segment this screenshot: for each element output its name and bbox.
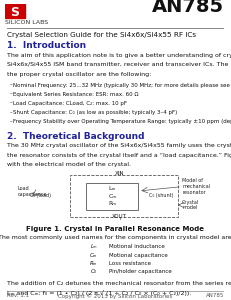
Text: Nominal Frequency: 25...32 MHz (typically 30 MHz; for more details please see se: Nominal Frequency: 25...32 MHz (typicall… xyxy=(13,82,231,88)
Text: C₀: C₀ xyxy=(91,269,97,275)
Text: XOUT: XOUT xyxy=(112,214,127,219)
Text: Copyright © 2013 by Silicon Laboratories: Copyright © 2013 by Silicon Laboratories xyxy=(58,293,173,299)
Text: The addition of C₂ detunes the mechanical resonator from the series resonance fr: The addition of C₂ detunes the mechanica… xyxy=(7,281,231,286)
Text: Cₘ: Cₘ xyxy=(90,253,97,258)
Text: Loss resistance: Loss resistance xyxy=(109,261,151,266)
Text: –: – xyxy=(9,119,12,124)
Text: 1.  Introduction: 1. Introduction xyxy=(7,41,86,50)
Text: Model of
mechanical
resonator: Model of mechanical resonator xyxy=(182,178,210,195)
Text: SILICON LABS: SILICON LABS xyxy=(5,20,48,25)
Bar xyxy=(70,175,178,217)
Text: –: – xyxy=(9,110,12,115)
Text: with the electrical model of the crystal.: with the electrical model of the crystal… xyxy=(7,162,131,167)
Text: Shunt Capacitance: C₀ (as low as possible; typically 3–4 pF): Shunt Capacitance: C₀ (as low as possibl… xyxy=(13,110,177,115)
Text: Motional inductance: Motional inductance xyxy=(109,244,164,249)
Text: C₂ (load): C₂ (load) xyxy=(30,193,51,198)
Text: AN785: AN785 xyxy=(152,0,224,16)
Text: Crystal
model: Crystal model xyxy=(182,200,199,210)
Text: Load Capacitance: CLoad, C₂: max. 10 pF: Load Capacitance: CLoad, C₂: max. 10 pF xyxy=(13,101,127,106)
Text: XIN: XIN xyxy=(115,171,125,176)
Text: The aim of this application note is to give a better understanding of crystal an: The aim of this application note is to g… xyxy=(7,53,231,58)
Text: Equivalent Series Resistance: ESR: max. 60 Ω: Equivalent Series Resistance: ESR: max. … xyxy=(13,92,138,97)
Text: S: S xyxy=(10,6,19,19)
Text: Figure 1. Crystal in Parallel Resonance Mode: Figure 1. Crystal in Parallel Resonance … xyxy=(27,226,204,232)
Bar xyxy=(86,183,138,210)
Text: –: – xyxy=(9,92,12,97)
Text: the resonator consists of the crystal itself and a “load capacitance.” Figure 1 : the resonator consists of the crystal it… xyxy=(7,153,231,158)
Text: –: – xyxy=(9,82,12,88)
Text: Rₘ: Rₘ xyxy=(108,201,116,206)
Text: The most commonly used names for the components in crystal model are:: The most commonly used names for the com… xyxy=(0,235,231,240)
Text: Frequency Stability over Operating Temperature Range: typically ±10 ppm (depends: Frequency Stability over Operating Tempe… xyxy=(13,119,231,124)
Text: The 30 MHz crystal oscillator of the Si4x6x/Si4x55 family uses the crystal in pa: The 30 MHz crystal oscillator of the Si4… xyxy=(7,143,231,148)
Text: Lₘ: Lₘ xyxy=(109,186,116,191)
Text: AN785: AN785 xyxy=(206,293,224,298)
Text: Crystal Selection Guide for the Si4x6x/Si4x55 RF ICs: Crystal Selection Guide for the Si4x6x/S… xyxy=(7,32,196,38)
Text: Pin/holder capacitance: Pin/holder capacitance xyxy=(109,269,171,275)
Text: –: – xyxy=(9,101,12,106)
Text: the proper crystal oscillator are the following:: the proper crystal oscillator are the fo… xyxy=(7,72,151,77)
Text: Rev. 1.1: Rev. 1.1 xyxy=(7,293,29,298)
Text: Cₘ: Cₘ xyxy=(108,194,116,199)
Text: Rₘ: Rₘ xyxy=(90,261,97,266)
Text: Motional capacitance: Motional capacitance xyxy=(109,253,167,258)
Bar xyxy=(5,4,24,18)
Text: C₀ (shunt): C₀ (shunt) xyxy=(149,193,173,198)
Text: Lₘ: Lₘ xyxy=(91,244,97,249)
Text: Load
capacitance: Load capacitance xyxy=(18,186,47,197)
Text: 2.  Theoretical Background: 2. Theoretical Background xyxy=(7,132,144,141)
Text: Lₘ and Cₘ: f₀ = (1 • C₂) / (2 π √ (1 + C₂ / C₀ × (C₀ + C₂)/2)).: Lₘ and Cₘ: f₀ = (1 • C₂) / (2 π √ (1 + C… xyxy=(7,290,191,296)
Text: Si4x6x/Si4x55 ISM band transmitter, receiver and transceiver ICs. The most impor: Si4x6x/Si4x55 ISM band transmitter, rece… xyxy=(7,62,231,68)
